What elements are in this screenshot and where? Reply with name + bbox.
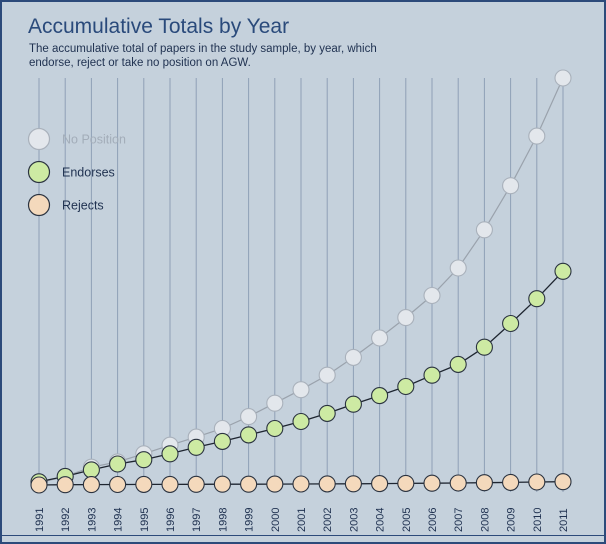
legend-swatch-endorses[interactable] xyxy=(27,160,51,184)
tick-label-1994: 1994 xyxy=(113,508,125,532)
point-rejects-2002[interactable] xyxy=(318,475,336,493)
point-endorses-2010[interactable] xyxy=(528,290,546,308)
point-no_position-2008[interactable] xyxy=(475,221,493,239)
point-rejects-1991[interactable] xyxy=(30,476,48,494)
point-rejects-1997[interactable] xyxy=(187,475,205,493)
point-endorses-1994[interactable] xyxy=(109,455,127,473)
tick-label-1991: 1991 xyxy=(34,508,46,532)
data-points xyxy=(30,69,572,494)
tick-label-2008: 2008 xyxy=(479,508,491,532)
tick-label-1997: 1997 xyxy=(191,508,203,532)
point-endorses-2004[interactable] xyxy=(371,387,389,405)
tick-label-1995: 1995 xyxy=(139,508,151,532)
tick-label-2002: 2002 xyxy=(322,508,334,532)
tick-label-1993: 1993 xyxy=(86,508,98,532)
point-no_position-2001[interactable] xyxy=(292,381,310,399)
tick-label-1992: 1992 xyxy=(60,508,72,532)
point-no_position-2002[interactable] xyxy=(318,366,336,384)
tick-label-2006: 2006 xyxy=(427,508,439,532)
legend-swatch-rejects[interactable] xyxy=(27,193,51,217)
point-endorses-1998[interactable] xyxy=(213,432,231,450)
tick-label-1996: 1996 xyxy=(165,508,177,532)
tick-label-1999: 1999 xyxy=(244,508,256,532)
point-rejects-2008[interactable] xyxy=(475,474,493,492)
point-endorses-2006[interactable] xyxy=(423,366,441,384)
chart-title: Accumulative Totals by Year xyxy=(28,15,290,38)
legend: No Position Endorses Rejects xyxy=(27,127,126,217)
point-endorses-2001[interactable] xyxy=(292,412,310,431)
tick-label-2000: 2000 xyxy=(270,508,282,532)
tick-label-1998: 1998 xyxy=(217,508,229,532)
point-endorses-2008[interactable] xyxy=(475,338,493,356)
point-no_position-2009[interactable] xyxy=(502,177,520,195)
point-rejects-2004[interactable] xyxy=(371,475,389,493)
point-no_position-2005[interactable] xyxy=(397,309,415,327)
point-rejects-2009[interactable] xyxy=(502,473,520,491)
legend-label-rejects[interactable]: Rejects xyxy=(62,199,104,213)
point-rejects-1992[interactable] xyxy=(56,476,74,494)
point-no_position-2007[interactable] xyxy=(449,259,467,277)
legend-label-no_position[interactable]: No Position xyxy=(62,133,126,147)
point-no_position-2011[interactable] xyxy=(554,69,572,87)
point-rejects-1995[interactable] xyxy=(135,475,153,493)
x-axis-ticks: 1991 1992 1993 1994 1995 1996 1997 1998 1999 2000… xyxy=(34,508,570,532)
bottom-divider xyxy=(2,535,604,536)
chart-subtitle: The accumulative total of papers in the … xyxy=(29,43,377,69)
point-rejects-1996[interactable] xyxy=(161,475,179,493)
legend-swatch-no_position[interactable] xyxy=(27,127,51,151)
point-rejects-2001[interactable] xyxy=(292,475,310,493)
point-rejects-2005[interactable] xyxy=(397,474,415,492)
point-endorses-1995[interactable] xyxy=(135,451,153,469)
point-rejects-2007[interactable] xyxy=(449,474,467,492)
point-no_position-2003[interactable] xyxy=(344,348,362,366)
tick-label-2007: 2007 xyxy=(453,508,465,532)
point-endorses-2009[interactable] xyxy=(502,314,520,333)
point-endorses-2002[interactable] xyxy=(318,404,336,422)
point-no_position-2006[interactable] xyxy=(423,286,441,305)
point-endorses-2003[interactable] xyxy=(344,395,362,413)
point-rejects-2003[interactable] xyxy=(344,475,362,493)
point-rejects-2010[interactable] xyxy=(528,473,546,491)
point-no_position-2000[interactable] xyxy=(266,394,284,412)
point-rejects-1994[interactable] xyxy=(109,475,127,494)
legend-label-endorses[interactable]: Endorses xyxy=(62,166,115,180)
point-rejects-2000[interactable] xyxy=(266,475,284,493)
point-no_position-1999[interactable] xyxy=(240,408,258,426)
tick-label-2004: 2004 xyxy=(375,508,387,532)
point-endorses-1993[interactable] xyxy=(82,461,100,479)
point-no_position-2010[interactable] xyxy=(528,127,546,145)
point-rejects-2006[interactable] xyxy=(423,474,441,492)
tick-label-2010: 2010 xyxy=(532,508,544,532)
point-endorses-2011[interactable] xyxy=(554,262,572,280)
point-rejects-1999[interactable] xyxy=(240,475,258,493)
point-endorses-1996[interactable] xyxy=(161,445,179,463)
tick-label-2009: 2009 xyxy=(506,508,518,532)
point-endorses-2007[interactable] xyxy=(449,355,467,373)
point-rejects-2011[interactable] xyxy=(554,473,572,491)
point-no_position-2004[interactable] xyxy=(371,329,389,347)
point-endorses-1997[interactable] xyxy=(187,438,205,456)
point-rejects-1998[interactable] xyxy=(213,475,231,493)
point-rejects-1993[interactable] xyxy=(82,476,100,494)
tick-label-2005: 2005 xyxy=(401,508,413,532)
point-endorses-1999[interactable] xyxy=(240,426,258,444)
point-endorses-2005[interactable] xyxy=(397,377,415,396)
point-endorses-2000[interactable] xyxy=(266,419,284,438)
tick-label-2011: 2011 xyxy=(558,508,570,532)
tick-label-2001: 2001 xyxy=(296,508,308,532)
tick-label-2003: 2003 xyxy=(348,508,360,532)
